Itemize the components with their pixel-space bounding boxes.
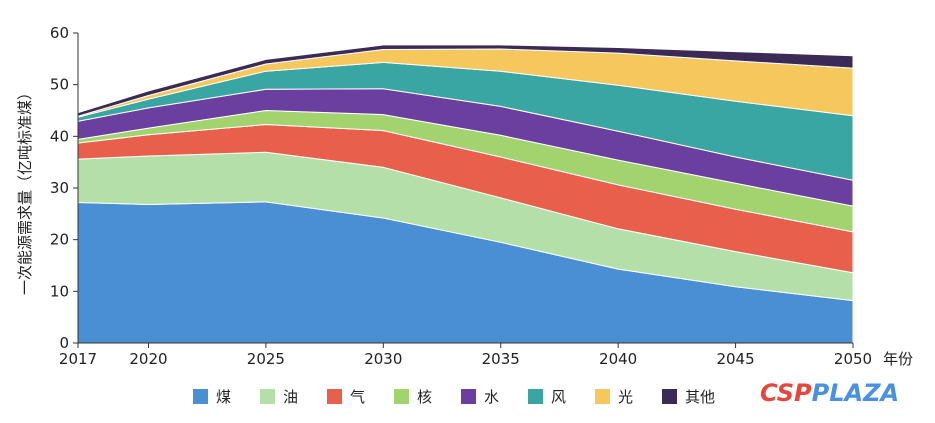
y-tick-label: 50	[50, 76, 69, 94]
legend-swatch-4	[461, 389, 476, 404]
area-series-7	[77, 44, 854, 117]
y-axis-label: 一次能源需求量（亿吨标准煤）	[16, 85, 34, 295]
legend-label-0: 煤	[216, 388, 231, 406]
legend-swatch-6	[595, 389, 610, 404]
y-tick-label: 60	[50, 24, 69, 42]
legend-swatch-0	[193, 389, 208, 404]
legend-label-7: 其他	[685, 388, 715, 406]
x-tick-label: 2050	[834, 350, 872, 368]
x-tick-label: 2040	[599, 350, 637, 368]
legend-swatch-7	[662, 389, 677, 404]
x-tick-label: 2017	[59, 350, 97, 368]
watermark-text-plaza: PLAZA	[812, 379, 899, 407]
x-tick-label: 2025	[247, 350, 285, 368]
legend-swatch-5	[528, 389, 543, 404]
y-tick-label: 20	[50, 231, 69, 249]
legend-swatch-2	[327, 389, 342, 404]
x-tick-label: 2020	[129, 350, 167, 368]
legend-label-2: 气	[350, 388, 365, 406]
x-tick-label: 2030	[364, 350, 402, 368]
x-tick-label: 2045	[716, 350, 754, 368]
legend-label-3: 核	[417, 388, 432, 406]
y-tick-label: 10	[50, 282, 69, 300]
y-tick-label: 30	[50, 179, 69, 197]
legend-label-6: 光	[618, 388, 633, 406]
legend-label-5: 风	[551, 388, 566, 406]
x-tick-label: 2035	[482, 350, 520, 368]
legend: 煤 油 气 核 水 风 光 其他	[193, 388, 715, 406]
y-tick-label: 0	[59, 334, 69, 352]
y-tick-label: 40	[50, 127, 69, 145]
watermark-text-csp: CSP	[760, 379, 812, 407]
legend-label-4: 水	[484, 388, 499, 406]
legend-label-1: 油	[283, 388, 298, 406]
watermark-logo: CSPPLAZA	[760, 379, 899, 407]
x-axis-label: 年份	[883, 350, 913, 368]
legend-swatch-1	[260, 389, 275, 404]
legend-swatch-3	[394, 389, 409, 404]
svg-text:CSPPLAZA: CSPPLAZA	[760, 379, 899, 407]
area-series-group	[77, 44, 854, 344]
